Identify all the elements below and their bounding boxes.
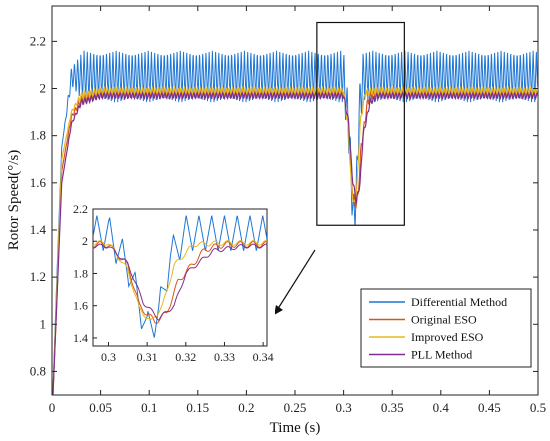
y-tick-label: 2 [40,81,47,96]
series-line-3 [52,90,538,395]
zoom-arrow [273,249,316,316]
legend-entry: Original ESO [411,313,477,327]
inset-y-tick-label: 1.6 [73,299,88,313]
x-axis-label: Time (s) [270,420,321,436]
y-tick-label: 2.2 [30,33,46,48]
inset-x-tick-label: 0.31 [137,350,158,364]
x-tick-label: 0 [49,400,56,415]
y-tick-label: 1.6 [30,175,47,190]
inset-chart: 0.3 0.31 0.32 0.33 0.34 1.4 1.6 1.8 2 2.2 [63,201,275,370]
inset-series-line-1 [93,241,267,324]
inset-y-tick-label: 2 [82,234,88,248]
inset-x-tick-label: 0.3 [101,350,116,364]
legend-entry: Differential Method [411,295,507,309]
y-axis-label: Rotor Speed(°/s) [6,150,22,251]
series-line-0 [52,50,538,395]
inset-y-tick-label: 1.8 [73,266,88,280]
x-tick-label: 0.45 [478,400,501,415]
x-tick-label: 0.15 [186,400,209,415]
inset-x-tick-label: 0.33 [214,350,235,364]
zoom-arrow-head [274,305,283,315]
x-tick-label: 0.2 [238,400,254,415]
y-tick-label: 1.8 [30,128,46,143]
x-tick-label: 0.3 [335,400,351,415]
x-tick-label: 0.5 [530,400,546,415]
inset-y-tick-label: 1.4 [73,331,88,345]
legend: Differential Method Original ESO Improved … [360,288,532,368]
y-tick-label: 1.2 [30,269,46,284]
inset-y-tick-label: 2.2 [73,202,88,216]
y-tick-label: 0.8 [30,363,46,378]
inset-plot-area [92,208,268,347]
zoom-region-box [316,21,405,226]
legend-entry: Improved ESO [411,330,484,344]
x-tick-label: 0.4 [433,400,450,415]
series-line-2 [52,85,538,395]
main-axis-ticks: 0 0.05 0.1 0.15 0.2 0.25 0.3 0.35 0.4 0.45 0.5 0.8 1… [30,6,546,415]
x-tick-label: 0.35 [381,400,404,415]
x-tick-label: 0.25 [284,400,307,415]
inset-series-line-3 [93,243,267,321]
inset-x-tick-label: 0.34 [253,350,274,364]
y-tick-label: 1.4 [30,222,47,237]
inset-x-tick-label: 0.32 [175,350,196,364]
y-tick-label: 1 [40,316,47,331]
legend-entry: PLL Method [411,348,472,362]
x-tick-label: 0.1 [141,400,157,415]
x-tick-label: 0.05 [89,400,112,415]
inset-series-line-2 [93,240,267,321]
